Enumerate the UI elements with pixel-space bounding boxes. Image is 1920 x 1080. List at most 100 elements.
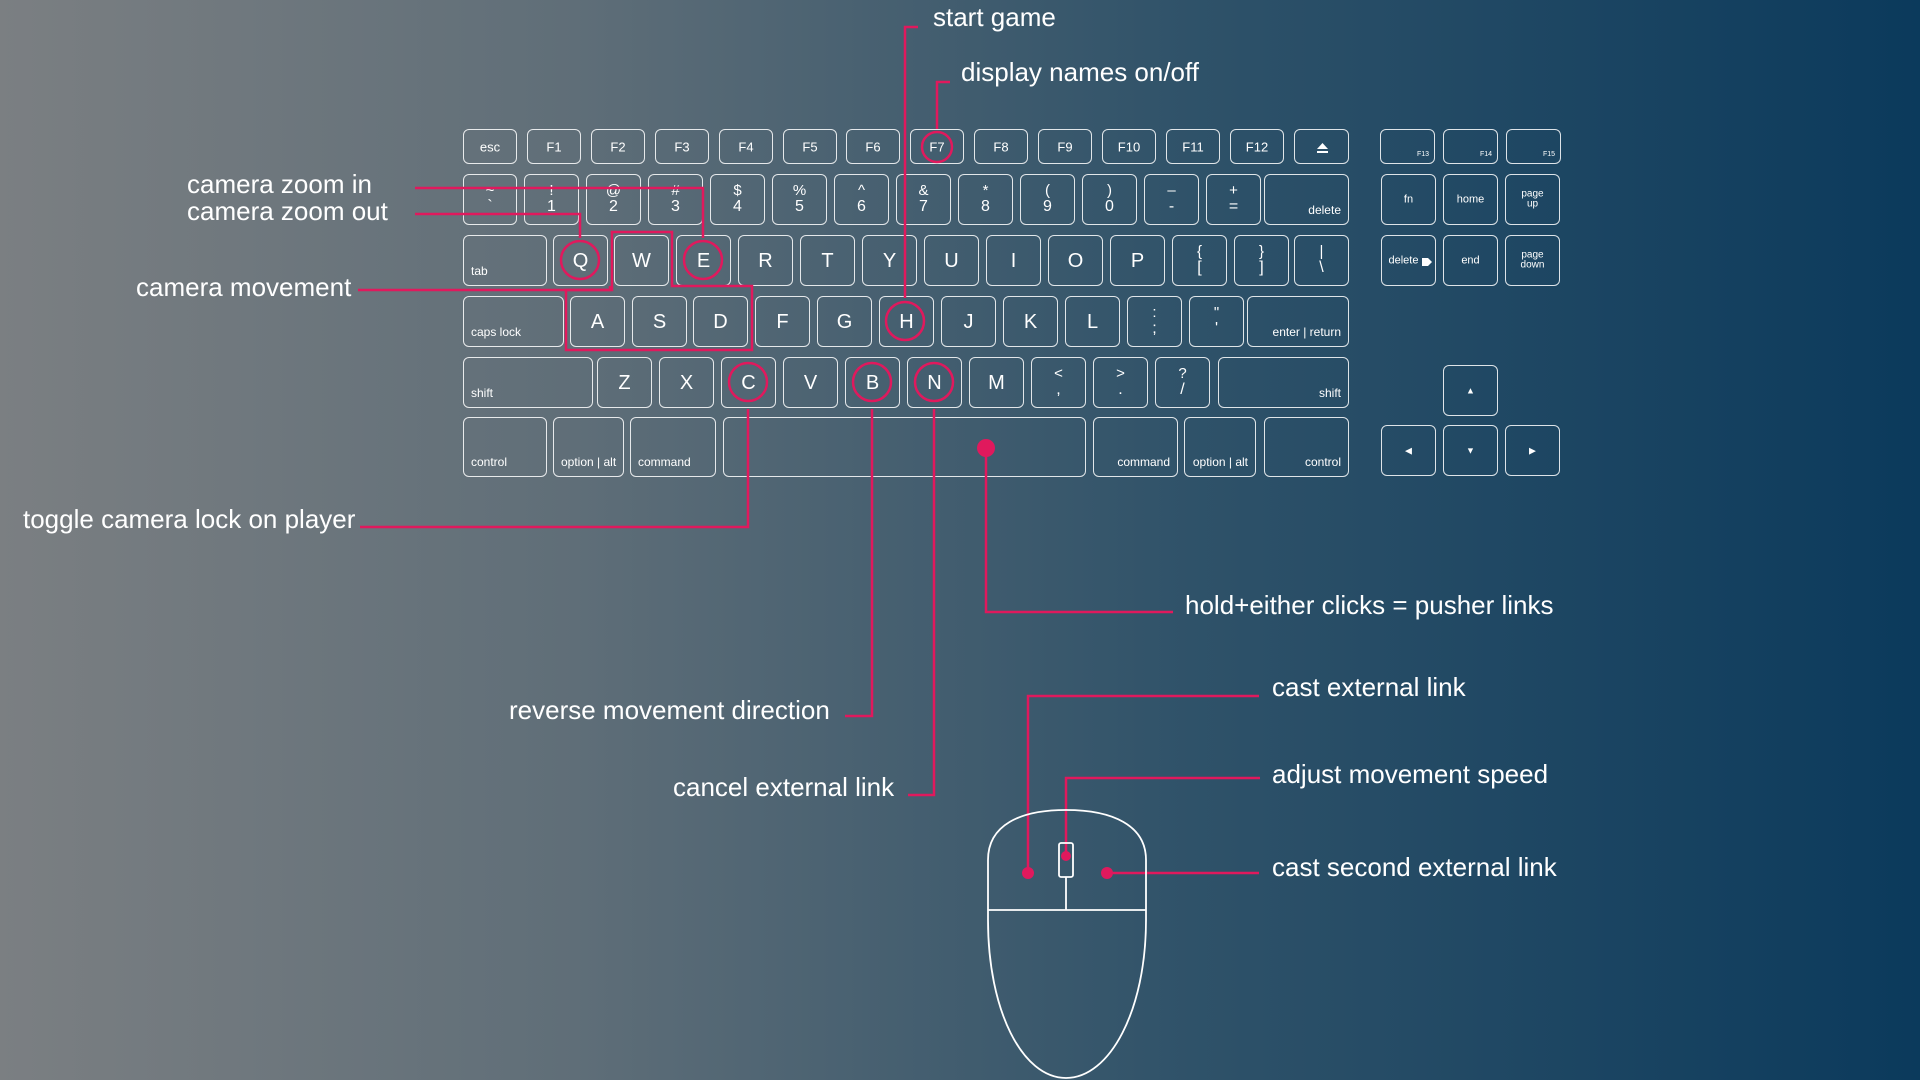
key-label: delete (1388, 254, 1419, 266)
key-label: B (865, 371, 880, 394)
key-k: K (1003, 296, 1058, 347)
key-p: P (1110, 235, 1165, 286)
label-start-game: start game (933, 2, 1056, 32)
key-shift-label: } (1258, 243, 1264, 260)
key-f8: F8 (974, 129, 1028, 164)
key-label: option | alt (1192, 455, 1248, 469)
key-f15: F15 (1506, 129, 1561, 164)
key-s: S (632, 296, 687, 347)
key-label: 6 (857, 198, 866, 215)
label-toggle-camera-lock: toggle camera lock on player (23, 504, 356, 534)
key-c: C (721, 357, 776, 408)
key-period: >. (1093, 357, 1148, 408)
key-label: home (1456, 193, 1485, 205)
key-label: T (821, 249, 834, 272)
key-label: A (590, 310, 605, 333)
key-left-shift: shift (463, 357, 593, 408)
key-page-up: page up (1505, 174, 1560, 225)
label-display-names: display names on/off (961, 57, 1199, 87)
key-shift-label: | (1319, 243, 1324, 260)
key-shift-label: { (1196, 243, 1202, 260)
key-label: 9 (1043, 198, 1052, 215)
key-2: @2 (586, 174, 641, 225)
arrow-left-icon: ◀ (1405, 445, 1412, 455)
key-f10: F10 (1102, 129, 1156, 164)
key-j: J (941, 296, 996, 347)
key-label: command (1117, 455, 1170, 469)
key-label: [ (1197, 259, 1202, 276)
key-semicolon: :; (1127, 296, 1182, 347)
key-right-bracket: }] (1234, 235, 1289, 286)
key-equals: + = (1206, 174, 1261, 225)
key-label: 0 (1105, 198, 1114, 215)
key-fn: fn (1381, 174, 1436, 225)
key-shift-label: # (671, 182, 680, 199)
key-0: ) 0 (1082, 174, 1137, 225)
key-f1: F1 (527, 129, 581, 164)
key-r: R (738, 235, 793, 286)
key-label: 2 (609, 198, 618, 215)
key-label: F6 (865, 139, 881, 154)
key-label: Z (618, 371, 631, 394)
key-label: Y (882, 249, 897, 272)
key-label: end (1461, 254, 1480, 266)
key-right-option: option | alt (1184, 417, 1256, 477)
callout-adjust-speed (1064, 776, 1260, 856)
key-f5: F5 (783, 129, 837, 164)
key-label: X (679, 371, 694, 394)
label-camera-zoom-in: camera zoom in (187, 169, 372, 199)
key-label: G (836, 310, 853, 333)
key-d: D (693, 296, 748, 347)
key-space (723, 417, 1086, 477)
key-label: F8 (993, 139, 1009, 154)
key-label: C (741, 371, 756, 394)
key-label: 3 (671, 198, 680, 215)
key-end: end (1443, 235, 1498, 286)
key-label: L (1086, 310, 1099, 333)
key-label: E (696, 249, 711, 272)
key-label: O (1067, 249, 1084, 272)
key-shift-label: ( (1045, 182, 1050, 199)
key-label: 7 (919, 198, 928, 215)
key-shift-label: & (918, 182, 929, 199)
key-label: delete (1308, 203, 1341, 217)
callout-cast-external (1026, 694, 1259, 873)
key-o: O (1048, 235, 1103, 286)
key-shift-label: ! (549, 182, 554, 199)
key-caps-lock: caps lock (463, 296, 564, 347)
key-3: #3 (648, 174, 703, 225)
key-label: tab (471, 264, 488, 278)
key-slash: ? / (1155, 357, 1210, 408)
key-shift-label: ) (1107, 182, 1112, 199)
key-shift-label: > (1116, 365, 1125, 382)
label-camera-movement: camera movement (136, 272, 352, 302)
key-4: $4 (710, 174, 765, 225)
key-label: W (632, 249, 651, 272)
key-shift-label: % (792, 182, 807, 199)
key-label: ; (1152, 320, 1157, 337)
key-label: F14 (1479, 151, 1492, 158)
key-label: = (1228, 198, 1239, 215)
key-5: % 5 (772, 174, 827, 225)
key-label: J (963, 310, 974, 333)
key-tab: tab (463, 235, 547, 286)
key-backslash: | \ (1294, 235, 1349, 286)
key-f: F (755, 296, 810, 347)
key-label: shift (1318, 386, 1341, 400)
key-label: U (944, 249, 959, 272)
key-f9: F9 (1038, 129, 1092, 164)
key-f11: F11 (1166, 129, 1220, 164)
callout-display-names (935, 80, 950, 129)
key-label: control (1304, 455, 1341, 469)
key-label: V (803, 371, 818, 394)
key-shift-label: ~ (485, 182, 495, 199)
key-delete-forward: delete (1381, 235, 1436, 286)
key-label: H (899, 310, 914, 333)
key-u: U (924, 235, 979, 286)
key-shift-label: * (982, 182, 989, 199)
key-q: Q (553, 235, 608, 286)
key-f2: F2 (591, 129, 645, 164)
key-f7: F7 (910, 129, 964, 164)
key-f13: F13 (1380, 129, 1435, 164)
label-cast-second: cast second external link (1272, 852, 1557, 882)
